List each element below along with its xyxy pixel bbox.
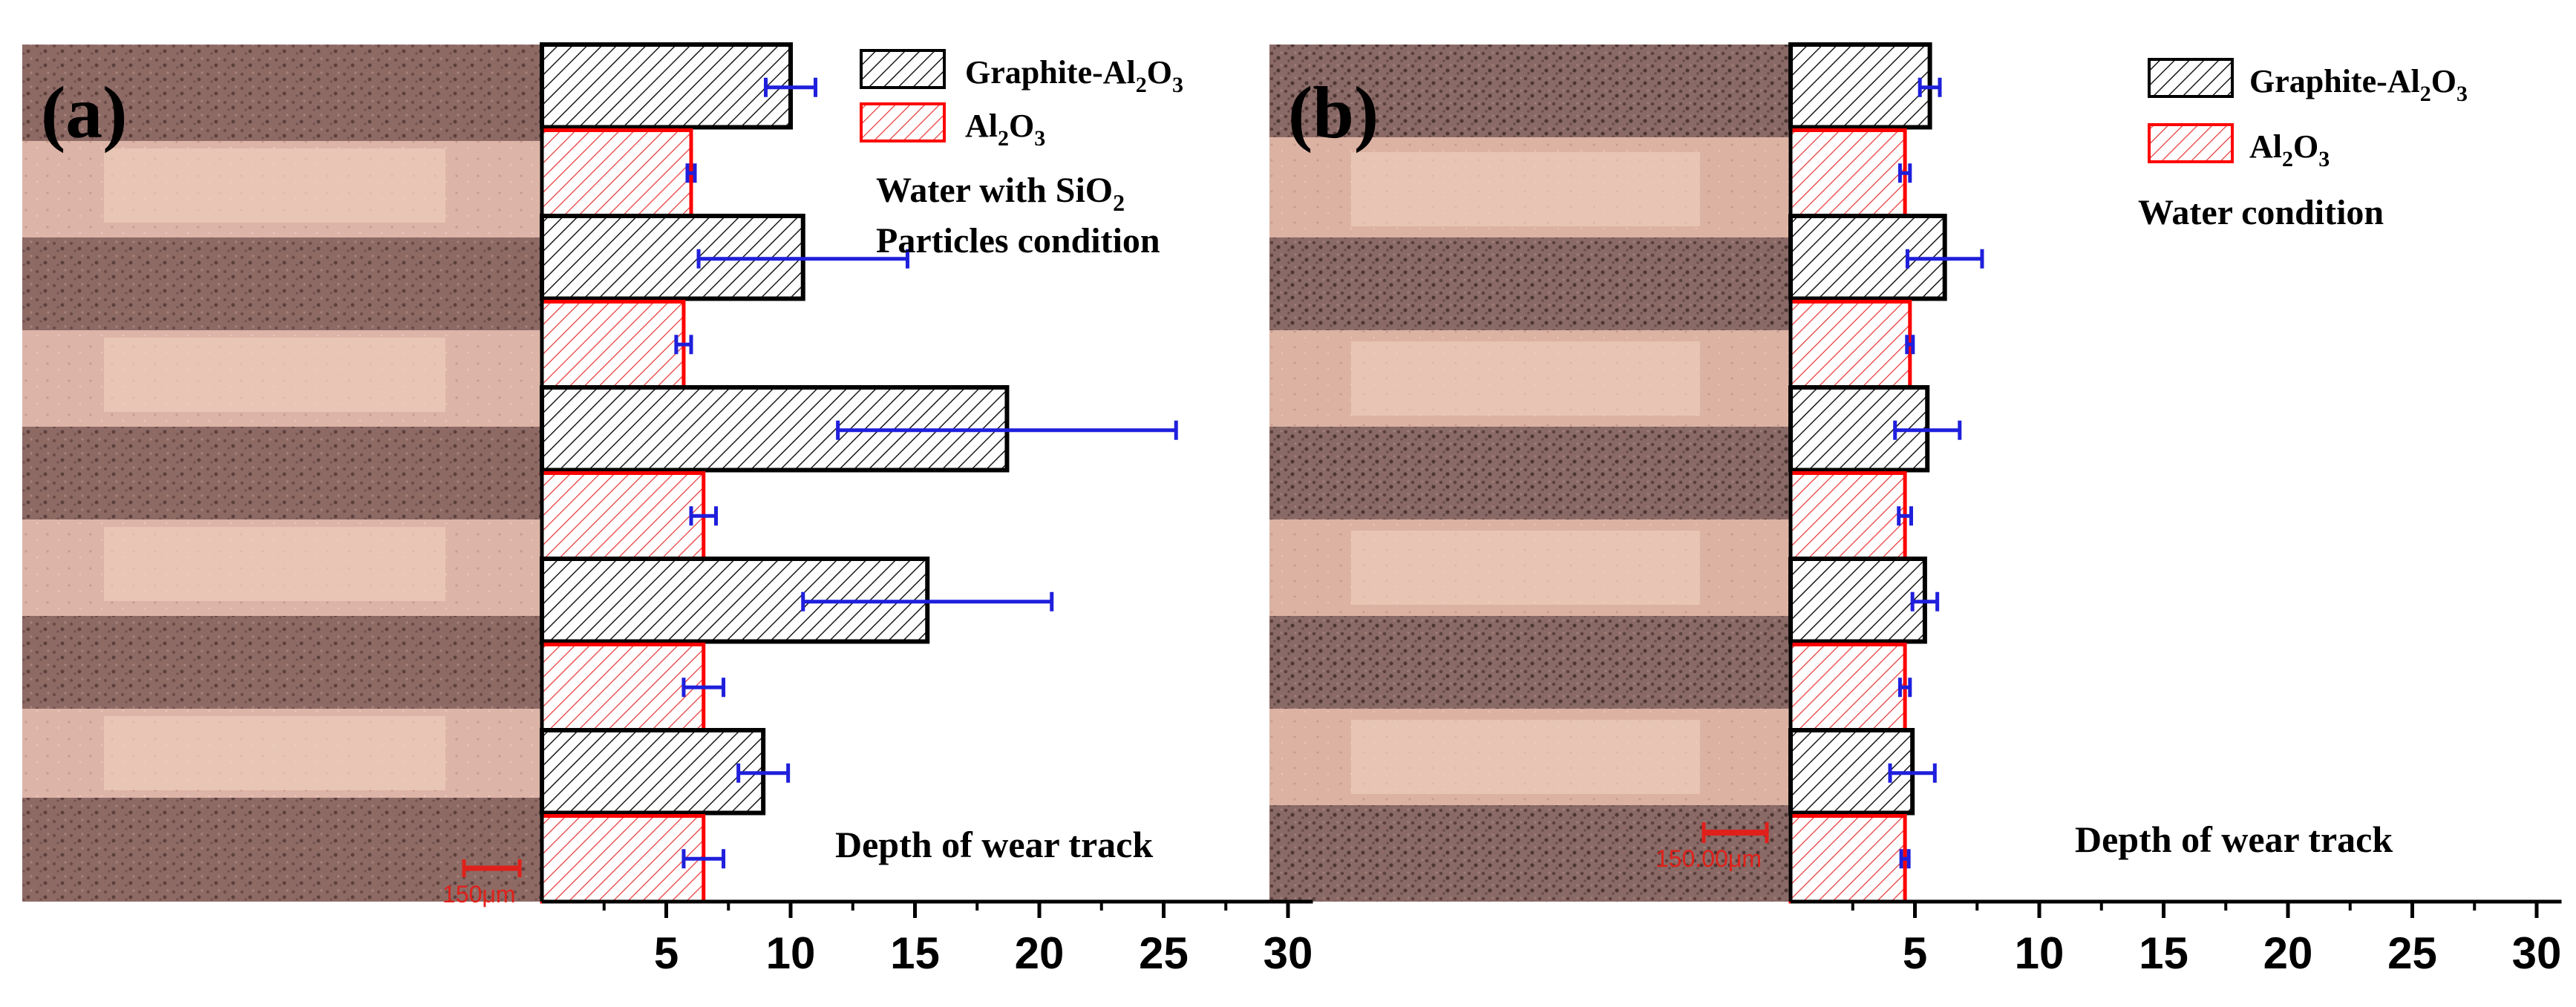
legend-b-label-graphite: Graphite-Al2O3 xyxy=(2249,63,2468,106)
errorbar-a-graphite-5 xyxy=(736,763,791,783)
bar-chart-a: 5 10 15 20 25 30 xyxy=(540,42,1313,978)
legend-a-label-al2o3: Al2O3 xyxy=(965,108,1045,151)
tick-label-b-20: 20 xyxy=(2263,928,2313,978)
errorbar-b-graphite-1 xyxy=(1918,77,1942,97)
legend-a: Graphite-Al2O3 Al2O3 xyxy=(860,49,1183,151)
bar-b-graphite-1 xyxy=(1788,42,1932,130)
tick-label-a-10: 10 xyxy=(766,928,816,978)
axis-note-b: Depth of wear track xyxy=(2075,819,2393,860)
bar-b-graphite-4 xyxy=(1788,557,1927,644)
legend-b-swatch-graphite xyxy=(2148,58,2234,98)
bar-a-graphite-1 xyxy=(540,42,793,130)
tick-label-b-30: 30 xyxy=(2512,928,2562,978)
bar-a-al2o3-2 xyxy=(540,300,686,390)
legend-b-label-al2o3: Al2O3 xyxy=(2249,128,2330,171)
legend-b-swatch-al2o3 xyxy=(2148,123,2234,163)
errorbar-b-al2o3-1 xyxy=(1897,163,1912,183)
errorbar-a-graphite-1 xyxy=(764,77,817,97)
errorbar-a-al2o3-5 xyxy=(681,849,726,869)
condition-a-line-1: Water with SiO2 xyxy=(876,171,1125,216)
micrograph-a xyxy=(22,45,542,902)
axis-note-a: Depth of wear track xyxy=(835,824,1153,865)
errorbar-a-al2o3-1 xyxy=(685,163,697,183)
errorbar-a-al2o3-4 xyxy=(681,678,726,698)
errorbar-a-graphite-3 xyxy=(836,420,1178,440)
tick-label-b-10: 10 xyxy=(2015,928,2065,978)
bar-b-al2o3-1 xyxy=(1788,128,1907,218)
condition-a-line-2: Particles condition xyxy=(876,221,1160,260)
scale-bar-b: 150.00μm xyxy=(1655,822,1769,872)
tick-label-b-5: 5 xyxy=(1903,928,1927,978)
errorbar-b-al2o3-3 xyxy=(1897,506,1913,526)
errorbar-a-al2o3-3 xyxy=(689,506,718,526)
bar-a-graphite-5 xyxy=(540,728,766,816)
bar-a-al2o3-3 xyxy=(540,471,706,561)
errorbar-b-graphite-2 xyxy=(1905,249,1984,269)
bar-b-al2o3-3 xyxy=(1788,471,1907,561)
legend-b: Graphite-Al2O3 Al2O3 xyxy=(2148,58,2468,171)
errorbar-b-al2o3-2 xyxy=(1905,335,1915,355)
bar-a-al2o3-1 xyxy=(540,128,693,218)
tick-label-a-15: 15 xyxy=(890,928,940,978)
errorbar-b-graphite-5 xyxy=(1888,763,1937,783)
bar-a-al2o3-4 xyxy=(540,643,706,732)
panel-label-b: (b) xyxy=(1288,71,1379,154)
panel-label-a: (a) xyxy=(41,71,128,154)
micrograph-b xyxy=(1269,45,1789,902)
tick-label-b-25: 25 xyxy=(2387,928,2437,978)
legend-a-swatch-graphite xyxy=(860,49,946,89)
errorbar-b-graphite-3 xyxy=(1893,420,1962,440)
scale-bar-b-label: 150.00μm xyxy=(1655,845,1762,872)
tick-label-a-25: 25 xyxy=(1139,928,1189,978)
errorbar-b-al2o3-5 xyxy=(1899,849,1911,869)
bar-chart-b: 5 10 15 20 25 30 xyxy=(1788,42,2562,978)
legend-a-swatch-al2o3 xyxy=(860,102,946,142)
errorbar-a-graphite-2 xyxy=(696,249,909,269)
legend-a-label-graphite: Graphite-Al2O3 xyxy=(965,54,1183,97)
errorbar-b-al2o3-4 xyxy=(1897,678,1912,698)
tick-label-a-5: 5 xyxy=(654,928,679,978)
tick-label-b-15: 15 xyxy=(2139,928,2188,978)
errorbar-b-graphite-4 xyxy=(1910,591,1940,611)
condition-b-line-1: Water condition xyxy=(2138,193,2384,232)
bar-b-al2o3-4 xyxy=(1788,643,1907,732)
bar-b-al2o3-2 xyxy=(1788,300,1912,390)
errorbar-a-graphite-4 xyxy=(801,591,1054,611)
errorbar-a-al2o3-2 xyxy=(674,335,693,355)
scale-bar-a-label: 150μm xyxy=(442,881,515,908)
bar-a-al2o3-5 xyxy=(540,814,706,904)
tick-label-a-30: 30 xyxy=(1264,928,1313,978)
tick-label-a-20: 20 xyxy=(1015,928,1065,978)
bar-b-al2o3-5 xyxy=(1788,814,1907,904)
scale-bar-a: 150μm xyxy=(442,859,522,908)
